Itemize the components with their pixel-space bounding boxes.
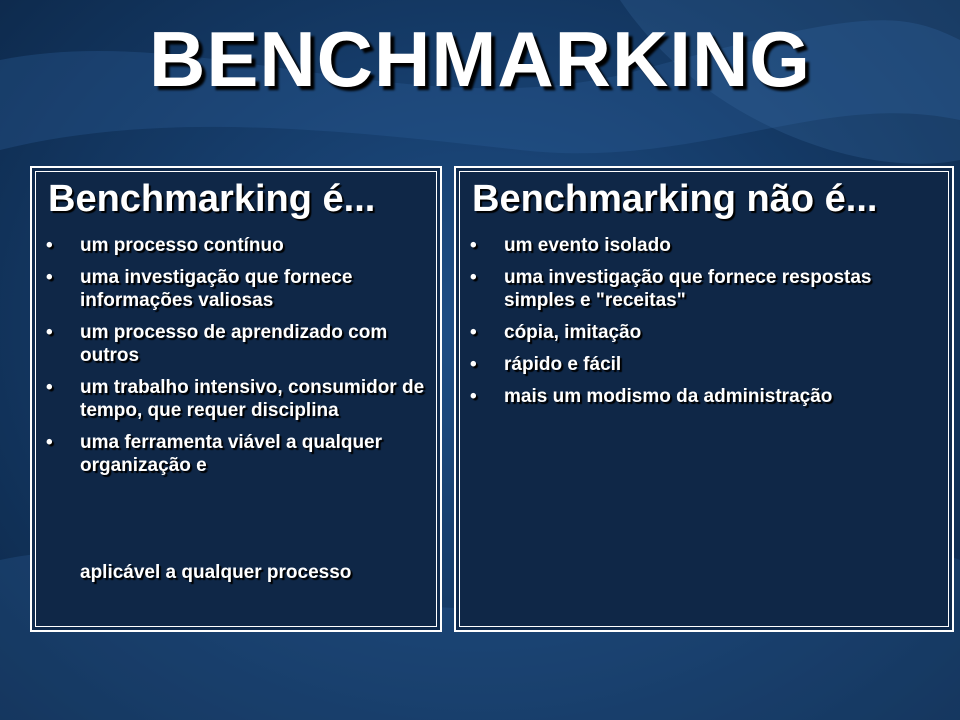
benchmarking-is-list: • um processo contínuo • uma investigação … [46, 234, 428, 486]
list-item-continuation: aplicável a qualquer processo [80, 562, 352, 583]
bullet-icon: • [470, 267, 477, 288]
list-item: • cópia, imitação [470, 322, 642, 343]
list-item: • um trabalho intensivo, consumidor de te… [46, 377, 425, 421]
benchmarking-is-panel: Benchmarking é... • um processo contínuo … [30, 166, 442, 632]
list-item: • uma ferramenta viável a qualquer organi… [46, 432, 383, 476]
bullet-icon: • [46, 377, 53, 398]
bullet-icon: • [470, 235, 477, 256]
benchmarking-is-not-panel: Benchmarking não é... • um evento isolado… [454, 166, 954, 632]
bullet-icon: • [46, 235, 53, 256]
bullet-icon: • [46, 322, 53, 343]
bullet-icon: • [470, 354, 477, 375]
list-item: • mais um modismo da administração [470, 386, 833, 407]
bullet-icon: • [46, 432, 53, 453]
panel-heading: Benchmarking não é... [472, 178, 878, 220]
list-item: • uma investigação que fornece respostas … [470, 267, 872, 311]
list-item: • um processo contínuo [46, 235, 284, 256]
list-item: • um processo de aprendizado com outros [46, 322, 388, 366]
bullet-icon: • [470, 322, 477, 343]
benchmarking-is-not-list: • um evento isolado • uma investigação que… [470, 234, 940, 417]
list-item: • uma investigação que fornece informaçõe… [46, 267, 353, 311]
list-item: • um evento isolado [470, 235, 671, 256]
slide-title: BENCHMARKING [149, 15, 811, 103]
bullet-icon: • [470, 386, 477, 407]
panel-heading: Benchmarking é... [48, 178, 376, 220]
list-item: • rápido e fácil [470, 354, 622, 375]
bullet-icon: • [46, 267, 53, 288]
